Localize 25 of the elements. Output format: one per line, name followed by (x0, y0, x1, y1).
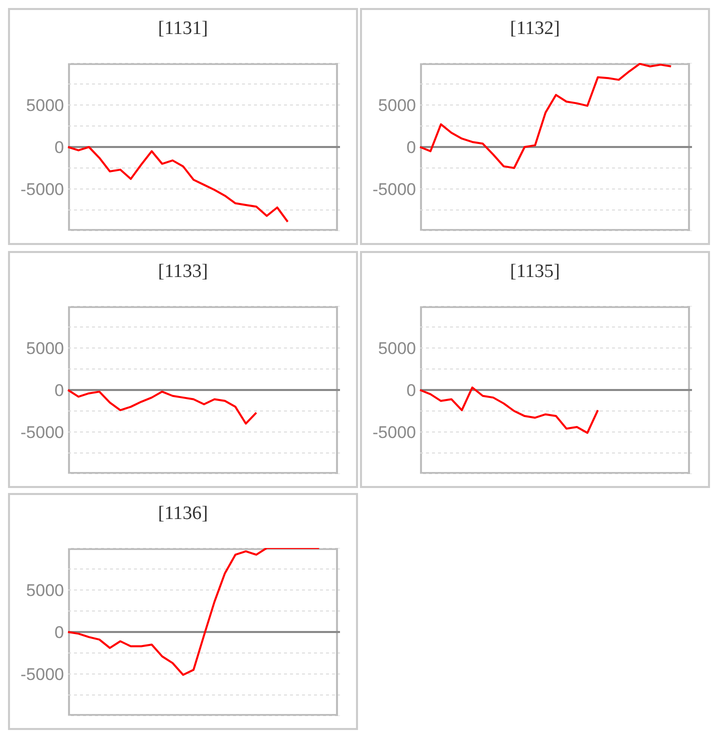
line-series (67, 146, 289, 223)
y-tick-label: 0 (54, 138, 64, 157)
line-series (67, 548, 320, 676)
y-tick-label: 5000 (26, 96, 64, 115)
line-series (67, 388, 258, 424)
y-tick-label: 0 (54, 622, 64, 642)
y-tick-label: 5000 (378, 338, 416, 358)
y-tick-label: -5000 (372, 180, 416, 199)
y-tick-label: -5000 (372, 422, 416, 442)
line-series (419, 386, 599, 434)
y-tick-label: 5000 (26, 338, 64, 358)
y-tick-label: -5000 (20, 664, 64, 684)
y-tick-label: -5000 (20, 422, 64, 442)
chart-title: [1136] (157, 503, 209, 525)
chart-title: [1131] (157, 18, 209, 40)
y-tick-label: 5000 (26, 580, 64, 600)
line-series (419, 63, 672, 169)
y-tick-label: 0 (406, 138, 416, 157)
y-tick-label: 0 (406, 380, 416, 400)
chart-title: [1132] (509, 18, 561, 40)
chart-title: [1135] (509, 260, 561, 282)
y-tick-label: 5000 (378, 96, 416, 115)
y-tick-label: 0 (54, 380, 64, 400)
chart-title: [1133] (157, 260, 209, 282)
y-tick-label: -5000 (20, 180, 64, 199)
